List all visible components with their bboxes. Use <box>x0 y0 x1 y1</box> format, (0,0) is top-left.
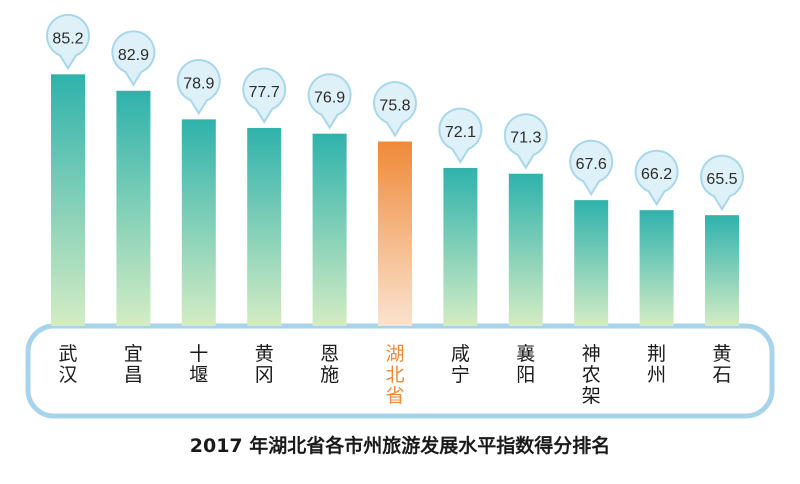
category-label-8-2: 架 <box>582 385 601 407</box>
bar-8 <box>574 200 609 326</box>
category-label-5-2: 省 <box>385 385 404 407</box>
value-label-2: 78.9 <box>183 75 214 92</box>
category-label-8-0: 神 <box>582 343 601 365</box>
category-label-6-1: 宁 <box>451 364 470 386</box>
category-label-0-1: 汉 <box>58 364 77 386</box>
value-bubble-8 <box>569 139 614 197</box>
category-label-1-0: 宜 <box>124 343 143 365</box>
value-bubble-4 <box>307 73 352 130</box>
value-bubble-5 <box>373 81 417 138</box>
category-label-8-1: 农 <box>582 364 601 386</box>
bar-1 <box>116 90 151 326</box>
value-label-7: 71.3 <box>510 130 541 147</box>
value-bubble-0 <box>46 13 90 71</box>
value-label-6: 72.1 <box>445 124 476 141</box>
category-label-0-0: 武 <box>58 343 77 365</box>
category-label-6-0: 咸 <box>451 343 470 365</box>
value-label-8: 67.6 <box>576 156 607 173</box>
value-label-9: 66.2 <box>641 166 672 183</box>
bar-3 <box>247 127 282 326</box>
category-label-10-1: 石 <box>712 364 731 386</box>
bar-9 <box>639 210 674 326</box>
category-label-4-0: 恩 <box>320 343 339 365</box>
value-label-0: 85.2 <box>52 30 83 47</box>
value-bubble-6 <box>438 107 483 164</box>
bar-2 <box>181 119 216 327</box>
category-label-4-1: 施 <box>320 364 339 386</box>
category-label-2-1: 堰 <box>189 364 208 386</box>
bar-4 <box>312 133 347 326</box>
chart-title: 2017 年湖北省各市州旅游发展水平指数得分排名 <box>190 434 611 457</box>
value-bubble-3 <box>242 67 287 124</box>
category-label-9-0: 荆 <box>647 343 666 365</box>
bars-layer <box>51 74 739 327</box>
bar-10 <box>705 215 739 326</box>
value-bubbles-layer: 85.2 82.9 78.9 77.7 76.9 75.8 72.1 71.3 67.6 66.2… <box>46 13 744 212</box>
value-label-10: 65.5 <box>706 171 737 188</box>
bar-0 <box>51 74 85 326</box>
value-bubble-1 <box>111 30 156 87</box>
value-label-3: 77.7 <box>249 84 280 101</box>
category-label-5-0: 湖 <box>385 343 404 365</box>
bar-5 <box>378 141 412 326</box>
category-label-9-1: 州 <box>647 364 666 386</box>
value-label-5: 75.8 <box>379 98 410 115</box>
category-label-3-1: 冈 <box>255 364 274 386</box>
bar-6 <box>443 167 478 326</box>
category-label-7-0: 襄 <box>516 343 535 365</box>
bar-7 <box>508 173 543 326</box>
value-label-4: 76.9 <box>314 90 345 107</box>
category-label-1-1: 昌 <box>124 364 143 386</box>
value-bubble-9 <box>634 149 679 207</box>
value-bubble-2 <box>176 59 221 116</box>
category-label-10-0: 黄 <box>712 343 731 365</box>
category-label-5-1: 北 <box>385 364 404 386</box>
category-label-7-1: 阳 <box>516 364 535 386</box>
value-bubble-7 <box>503 113 548 170</box>
value-label-1: 82.9 <box>118 47 149 64</box>
category-label-3-0: 黄 <box>255 343 274 365</box>
value-bubble-10 <box>700 154 744 212</box>
category-label-2-0: 十 <box>189 343 208 365</box>
